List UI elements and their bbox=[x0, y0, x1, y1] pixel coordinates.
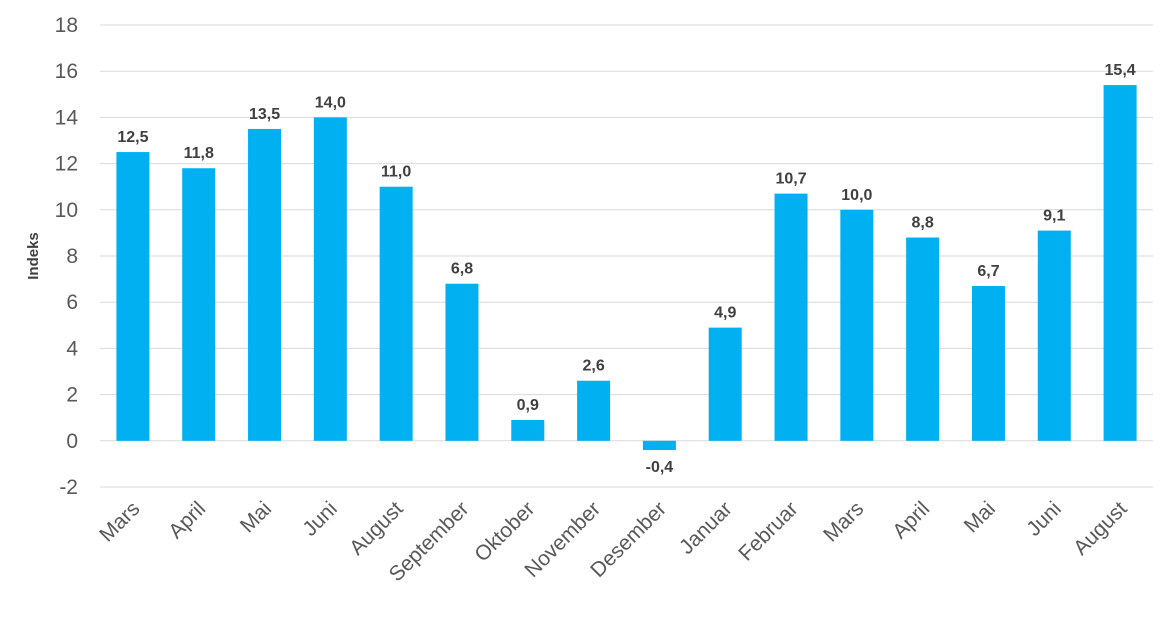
y-axis-ticks: -2 0 2 4 6 8 10 12 14 16 18 bbox=[55, 14, 79, 499]
data-label: 14,0 bbox=[315, 94, 346, 111]
data-label: 12,5 bbox=[117, 129, 148, 146]
data-label: 2,6 bbox=[582, 358, 604, 375]
data-label: 10,7 bbox=[775, 171, 806, 188]
y-tick-label: 4 bbox=[66, 337, 78, 360]
bars bbox=[116, 85, 1137, 451]
y-tick-label: 8 bbox=[66, 245, 78, 268]
y-tick-label: 18 bbox=[55, 14, 78, 37]
x-tick-label: Mai bbox=[960, 497, 1000, 537]
bar bbox=[445, 283, 479, 441]
data-label: 6,8 bbox=[451, 261, 473, 278]
bar bbox=[1037, 230, 1071, 441]
bar bbox=[774, 193, 808, 441]
x-tick-label: April bbox=[164, 497, 210, 543]
bar bbox=[971, 286, 1005, 441]
x-tick-label: Mars bbox=[95, 497, 144, 546]
data-label: -0,4 bbox=[646, 459, 674, 476]
y-tick-label: 14 bbox=[55, 106, 79, 129]
bar bbox=[248, 128, 282, 441]
data-label: 6,7 bbox=[977, 263, 999, 280]
x-tick-label: Mai bbox=[236, 497, 276, 537]
bar bbox=[840, 209, 874, 441]
data-label: 10,0 bbox=[841, 187, 872, 204]
x-tick-label: Januar bbox=[675, 497, 737, 559]
bar bbox=[708, 327, 742, 441]
x-tick-label: August bbox=[1069, 497, 1132, 560]
y-tick-label: -2 bbox=[59, 476, 78, 499]
bar bbox=[577, 380, 611, 441]
x-tick-label: Juni bbox=[298, 497, 342, 541]
x-tick-label: Mars bbox=[819, 497, 868, 546]
bar bbox=[182, 168, 216, 441]
y-tick-label: 0 bbox=[66, 430, 78, 453]
data-label: 13,5 bbox=[249, 106, 280, 123]
data-label: 15,4 bbox=[1105, 62, 1136, 79]
x-tick-label: Februar bbox=[734, 497, 802, 565]
data-label: 11,0 bbox=[381, 164, 411, 181]
bar bbox=[379, 186, 413, 441]
y-tick-label: 10 bbox=[55, 199, 78, 222]
y-tick-label: 6 bbox=[66, 291, 78, 314]
x-axis-ticks: Mars April Mai Juni AugustSeptemberOktoberNo… bbox=[95, 497, 1132, 586]
bar bbox=[313, 117, 347, 441]
data-label: 4,9 bbox=[714, 305, 736, 322]
x-tick-label: Juni bbox=[1022, 497, 1066, 541]
data-label: 9,1 bbox=[1043, 208, 1065, 225]
bar bbox=[1103, 85, 1137, 441]
data-labels: 12,5 11,8 13,5 14,0 11,0 6,8 0,9 2,6 -0,4 4,9 10,7… bbox=[117, 62, 1135, 476]
bar bbox=[116, 152, 150, 441]
y-tick-label: 12 bbox=[55, 153, 78, 176]
bar bbox=[511, 420, 545, 441]
bar bbox=[906, 237, 940, 441]
x-tick-label: April bbox=[888, 497, 934, 543]
data-label: 11,8 bbox=[184, 145, 214, 162]
y-tick-label: 16 bbox=[55, 60, 78, 83]
data-label: 0,9 bbox=[517, 397, 539, 414]
y-axis-title: Indeks bbox=[25, 232, 42, 280]
y-tick-label: 2 bbox=[66, 384, 78, 407]
x-tick-label: August bbox=[345, 497, 408, 560]
bar bbox=[642, 440, 676, 451]
data-label: 8,8 bbox=[912, 215, 934, 232]
